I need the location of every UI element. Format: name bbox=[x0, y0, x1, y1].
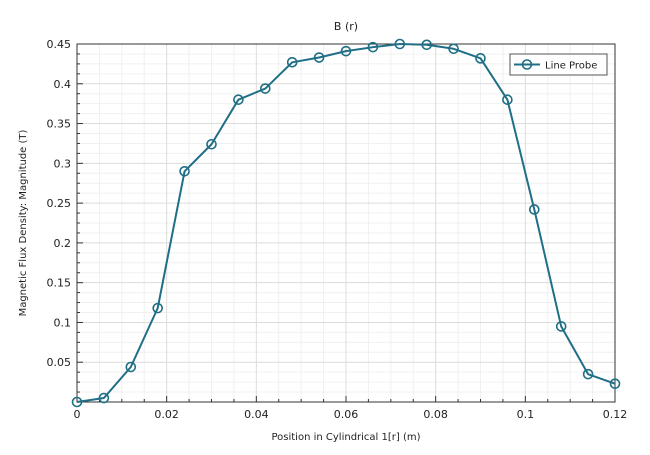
x-tick-label: 0.1 bbox=[517, 408, 535, 421]
data-point-marker bbox=[179, 165, 190, 177]
data-point-marker bbox=[233, 94, 244, 105]
y-tick-label: 0.15 bbox=[47, 277, 72, 290]
x-tick-label: 0.02 bbox=[154, 408, 179, 421]
data-point-marker bbox=[71, 396, 83, 408]
data-point-marker bbox=[313, 52, 325, 63]
y-tick-label: 0.25 bbox=[47, 197, 72, 210]
legend-marker-swatch bbox=[521, 59, 533, 70]
data-point-marker bbox=[582, 368, 594, 380]
legend: Line Probe bbox=[509, 53, 608, 76]
x-tick-label: 0 bbox=[74, 408, 81, 421]
y-tick-label: 0.1 bbox=[54, 316, 72, 329]
y-tick-label: 0.2 bbox=[54, 237, 72, 250]
legend-label-line-probe: Line Probe bbox=[545, 61, 597, 72]
data-point-marker bbox=[448, 43, 459, 55]
data-point-marker bbox=[528, 204, 540, 215]
data-point-marker bbox=[367, 41, 379, 53]
tick-layer: 0 0.02 0.04 0.06 0.08 0.1 0.12 0.05 0.1 0.15 0.2 0.… bbox=[47, 38, 628, 421]
data-point-marker bbox=[125, 361, 137, 373]
y-tick-label: 0.45 bbox=[47, 38, 72, 51]
data-point-marker bbox=[259, 83, 271, 94]
grid-layer bbox=[76, 43, 616, 402]
data-point-marker bbox=[555, 321, 567, 332]
data-point-marker bbox=[152, 302, 163, 314]
series-line-line-probe bbox=[76, 43, 616, 403]
chart-title: B (r) bbox=[334, 20, 358, 33]
data-point-marker bbox=[421, 39, 433, 51]
data-point-marker bbox=[286, 56, 298, 68]
y-tick-label: 0.05 bbox=[47, 356, 72, 369]
data-point-marker bbox=[394, 38, 406, 50]
series-layer bbox=[71, 38, 621, 408]
data-point-marker bbox=[206, 138, 217, 150]
x-tick-label: 0.12 bbox=[603, 408, 628, 421]
x-tick-label: 0.04 bbox=[244, 408, 269, 421]
x-axis-title: Position in Cylindrical 1[r] (m) bbox=[271, 432, 420, 443]
data-point-marker bbox=[98, 392, 110, 404]
x-tick-label: 0.06 bbox=[334, 408, 359, 421]
data-point-marker bbox=[475, 53, 486, 64]
y-tick-label: 0.3 bbox=[54, 157, 72, 170]
x-tick-label: 0.08 bbox=[423, 408, 448, 421]
data-point-marker bbox=[609, 378, 621, 390]
data-point-marker bbox=[340, 45, 352, 57]
y-tick-label: 0.35 bbox=[47, 118, 72, 131]
y-axis-title: Magnetic Flux Density: Magnitude (T) bbox=[18, 129, 29, 316]
y-tick-label: 0.4 bbox=[54, 78, 72, 91]
legend-box bbox=[509, 53, 608, 76]
data-point-marker bbox=[502, 94, 513, 105]
